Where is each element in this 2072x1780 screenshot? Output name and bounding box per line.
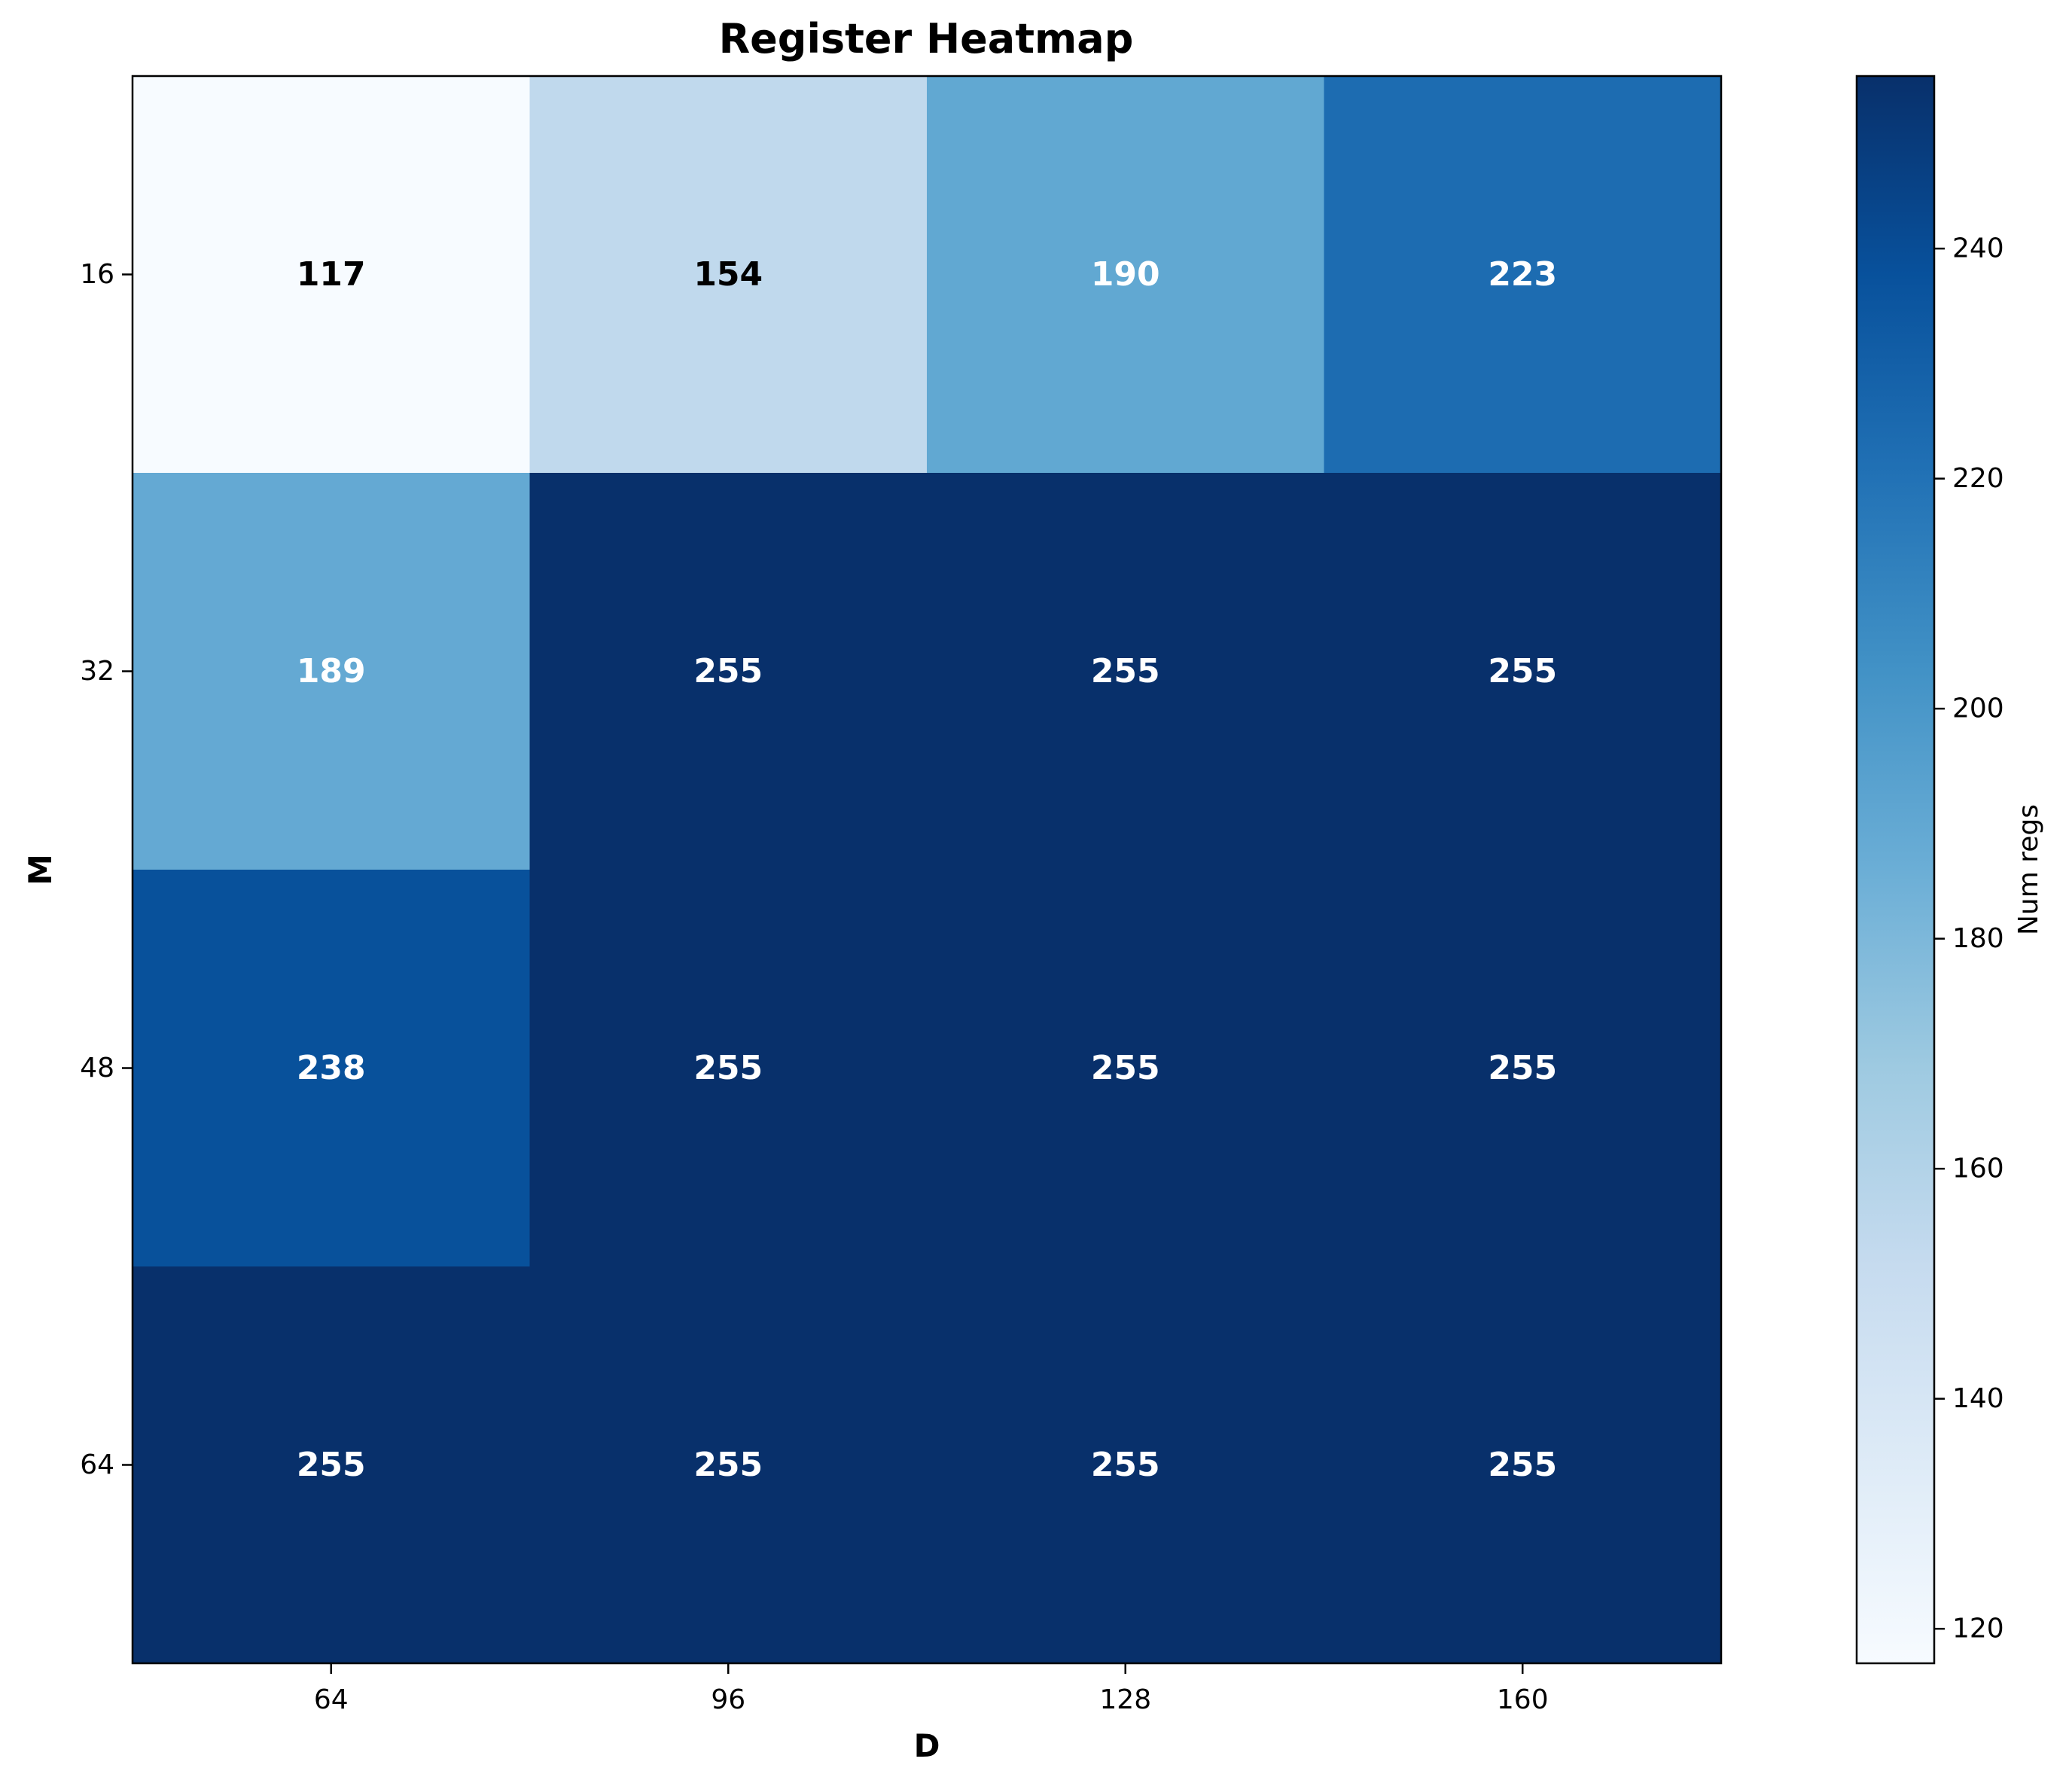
x-tick-label: 96 <box>711 1684 745 1715</box>
x-axis-ticks: 64 96 128 160 <box>314 1663 1549 1715</box>
heatmap-cell <box>1324 870 1722 1267</box>
heatmap-cell <box>529 76 928 474</box>
heatmap-cell <box>1324 473 1722 870</box>
heatmap-cell <box>1324 76 1722 474</box>
cell-value-label: 255 <box>693 1446 763 1484</box>
heatmap-cell <box>529 473 928 870</box>
heatmap-cell <box>927 870 1324 1267</box>
cell-value-label: 255 <box>1488 1049 1557 1087</box>
cell-value-label: 255 <box>693 1049 763 1087</box>
cell-value-label: 255 <box>1091 1446 1160 1484</box>
cell-value-label: 190 <box>1091 255 1160 294</box>
heatmap-cell <box>927 1266 1324 1664</box>
cell-value-label: 154 <box>693 255 763 294</box>
chart-title: Register Heatmap <box>719 15 1134 62</box>
heatmap-cells <box>133 76 1722 1664</box>
cell-value-label: 255 <box>1488 652 1557 690</box>
y-tick-label: 48 <box>80 1053 114 1084</box>
cell-value-label: 255 <box>1091 1049 1160 1087</box>
heatmap-cell <box>133 1266 530 1664</box>
heatmap-cell <box>927 76 1324 474</box>
y-tick-label: 64 <box>80 1449 114 1480</box>
y-tick-label: 16 <box>80 259 114 290</box>
y-axis-ticks: 16 32 48 64 <box>80 259 133 1480</box>
cell-value-label: 189 <box>297 652 366 690</box>
heatmap-cell <box>529 1266 928 1664</box>
heatmap-cell <box>1324 1266 1722 1664</box>
cell-value-label: 117 <box>297 255 366 294</box>
plot-frame <box>131 75 1723 1665</box>
colorbar <box>1855 75 1936 1665</box>
heatmap-cell <box>529 870 928 1267</box>
x-axis-label: D <box>914 1727 940 1764</box>
colorbar-tick-label: 220 <box>1952 463 2004 494</box>
cell-value-label: 255 <box>1091 652 1160 690</box>
cell-value-label: 255 <box>693 652 763 690</box>
colorbar-tick-label: 180 <box>1952 923 2004 954</box>
cell-value-label: 223 <box>1488 255 1557 294</box>
cell-value-label: 255 <box>297 1446 366 1484</box>
colorbar-tick-label: 160 <box>1952 1154 2004 1184</box>
x-tick-label: 64 <box>314 1684 349 1715</box>
heatmap-cell <box>133 76 530 474</box>
colorbar-tick-label: 200 <box>1952 693 2004 724</box>
colorbar-tick-label: 140 <box>1952 1383 2004 1414</box>
colorbar-label: Num regs <box>2013 804 2044 935</box>
x-tick-label: 128 <box>1099 1684 1151 1715</box>
y-axis-label: M <box>22 854 59 885</box>
cell-value-label: 255 <box>1488 1446 1557 1484</box>
cell-value-labels: 117 154 190 223 189 255 255 255 238 255 255 255 255 2… <box>297 255 1557 1484</box>
colorbar-tick-label: 120 <box>1952 1614 2004 1644</box>
heatmap-cell <box>133 870 530 1267</box>
y-tick-label: 32 <box>80 656 114 687</box>
colorbar-ticks: 120 140 160 180 200 220 240 <box>1934 233 2004 1644</box>
x-tick-label: 160 <box>1497 1684 1549 1715</box>
heatmap-cell <box>927 473 1324 870</box>
colorbar-tick-label: 240 <box>1952 233 2004 264</box>
cell-value-label: 238 <box>297 1049 366 1087</box>
heatmap-cell <box>133 473 530 870</box>
